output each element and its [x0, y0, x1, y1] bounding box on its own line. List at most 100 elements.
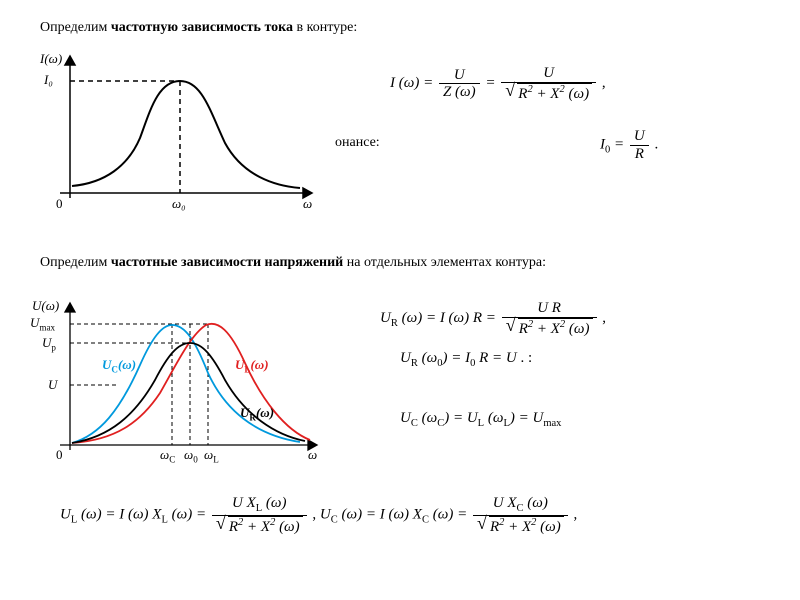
chart2-x0: ω0: [184, 447, 198, 465]
ur0-a1: (ω: [418, 350, 437, 366]
eq2-frac: U R: [630, 128, 649, 162]
bl-den2: √ R2 + X2 (ω): [473, 516, 568, 536]
title2-post: на отдельных элементах контура:: [343, 255, 546, 270]
chart1-y-peak-label: I₀: [44, 72, 53, 88]
ur-sub: R: [391, 318, 398, 329]
chart2-ymax-label: Umax: [30, 315, 55, 333]
eq1-arg: (ω): [565, 86, 589, 102]
ur0-r: R: [411, 358, 418, 369]
ur-tail: ,: [602, 310, 606, 326]
eq1-sqrt: √ R2 + X2 (ω): [505, 83, 592, 103]
ur-sqrt: √ R2 + X2 (ω): [506, 318, 593, 338]
eq1-f1-den: Z (ω): [439, 84, 480, 101]
chart1-x-axis-arrow-icon: [60, 188, 312, 198]
chart-voltages: U(ω) Umax Up U 0 ωC ω0 ωL ω UC(ω) UL(ω) …: [40, 295, 330, 465]
ur-den: √ R2 + X2 (ω): [502, 318, 597, 338]
bl-u2: U: [320, 506, 331, 522]
bl-a2: (ω): [536, 519, 560, 535]
bl-x1: + X: [243, 519, 270, 535]
ur-arg: (ω): [565, 321, 589, 337]
chart1-x-label: ω: [303, 196, 312, 212]
chart1-y-label: I(ω): [40, 51, 62, 67]
bl-a1: (ω): [275, 519, 299, 535]
bl-num2b: (ω): [524, 495, 548, 511]
ur-l1: U: [380, 310, 391, 326]
bl-r2a: R: [490, 519, 499, 535]
ur0-tail: . :: [517, 350, 532, 366]
chart2-svg: [40, 295, 330, 465]
equation-ul-uc-bottom: UL (ω) = I (ω) XL (ω) = U XL (ω) √ R2 + …: [60, 495, 577, 535]
bl-c1: C: [331, 514, 338, 525]
bl-frac2: U XC (ω) √ R2 + X2 (ω): [473, 495, 568, 535]
bl-den1: √ R2 + X2 (ω): [212, 516, 307, 536]
ur-num: U R: [502, 300, 597, 318]
ur-x: + X: [533, 321, 560, 337]
radical-icon: √: [216, 514, 226, 534]
chart2-yu-label: U: [48, 377, 57, 393]
eq1-plus-x: + X: [533, 86, 560, 102]
bl-m4: (ω) =: [429, 506, 471, 522]
bl-m2: (ω) =: [168, 506, 210, 522]
bl-tail: ,: [574, 506, 578, 522]
bl-sep: ,: [312, 506, 320, 522]
bl-m3: (ω) = I (ω) X: [338, 506, 422, 522]
bl-num2c: C: [517, 503, 524, 514]
eq1-left: I (ω) =: [390, 75, 433, 91]
bl-c2: C: [422, 514, 429, 525]
eq2-num: U: [630, 128, 649, 146]
title1-pre: Определим: [40, 20, 111, 35]
chart2-origin: 0: [56, 447, 63, 463]
equation-ur: UR (ω) = I (ω) R = U R √ R2 + X2 (ω) ,: [380, 300, 606, 337]
eq1-tail: ,: [602, 75, 606, 91]
ur0-a2: ) = I: [442, 350, 470, 366]
chart2-curve-ul: [72, 324, 310, 443]
chart-current: I(ω) I₀ 0 ω₀ ω: [40, 48, 330, 213]
radical-icon: √: [477, 514, 487, 534]
bl-rad1: R2 + X2 (ω): [228, 516, 303, 536]
title2-bold: частотные зависимости напряжений: [111, 255, 343, 270]
ur-r: R: [519, 321, 528, 337]
equation-current: I (ω) = U Z (ω) = U √ R2 + X2 (ω) ,: [390, 65, 606, 102]
resonance-text: онансе:: [335, 135, 380, 150]
bl-num1: U XL (ω): [212, 495, 307, 516]
bl-num2a: U X: [493, 495, 517, 511]
equation-ucul-max: UC (ωC) = UL (ωL) = Umax: [400, 410, 561, 429]
title1-post: в контуре:: [293, 20, 357, 35]
title1-bold: частотную зависимость тока: [111, 20, 293, 35]
eq2-den: R: [630, 146, 649, 163]
eq1-f1-num: U: [439, 67, 480, 85]
chart1-curve: [72, 81, 300, 188]
eq2-mid: =: [610, 136, 628, 152]
chart2-uc-curve-label: UC(ω): [102, 357, 136, 375]
ur0-mid: R = U: [475, 350, 516, 366]
ur-frac: U R √ R2 + X2 (ω): [502, 300, 597, 337]
equation-i0: I0 = U R .: [600, 128, 658, 162]
chart2-ul-curve-label: UL(ω): [235, 357, 269, 375]
bl-num1b: (ω): [262, 495, 286, 511]
page: Определим частотную зависимость тока в к…: [0, 0, 800, 600]
chart1-origin-label: 0: [56, 196, 63, 212]
um-u1: U: [400, 410, 411, 426]
chart2-y-label: U(ω): [32, 298, 59, 314]
eq2-tail: .: [654, 136, 658, 152]
eq1-f2-num: U: [501, 65, 596, 83]
chart2-yp-label: Up: [42, 335, 56, 353]
eq1-frac2: U √ R2 + X2 (ω): [501, 65, 596, 102]
bl-m1: (ω) = I (ω) X: [77, 506, 161, 522]
chart2-xc: ωC: [160, 447, 175, 465]
um-m3: (ω: [484, 410, 503, 426]
bl-rad2: R2 + X2 (ω): [489, 516, 564, 536]
um-m2: ) = U: [444, 410, 477, 426]
ur-mid: (ω) = I (ω) R =: [398, 310, 500, 326]
chart1-x-peak-label: ω₀: [172, 196, 186, 212]
title2-pre: Определим: [40, 255, 111, 270]
title-2: Определим частотные зависимости напряжен…: [40, 255, 760, 272]
ur-radicand: R2 + X2 (ω): [518, 318, 593, 338]
um-c: C: [411, 418, 418, 429]
chart2-x-label: ω: [308, 447, 317, 463]
um-max: max: [543, 418, 561, 429]
eq1-frac1: U Z (ω): [439, 67, 480, 101]
eq1-mid: =: [485, 75, 499, 91]
um-m1: (ω: [418, 410, 437, 426]
resonance-label-fragment: онансе:: [335, 135, 380, 151]
